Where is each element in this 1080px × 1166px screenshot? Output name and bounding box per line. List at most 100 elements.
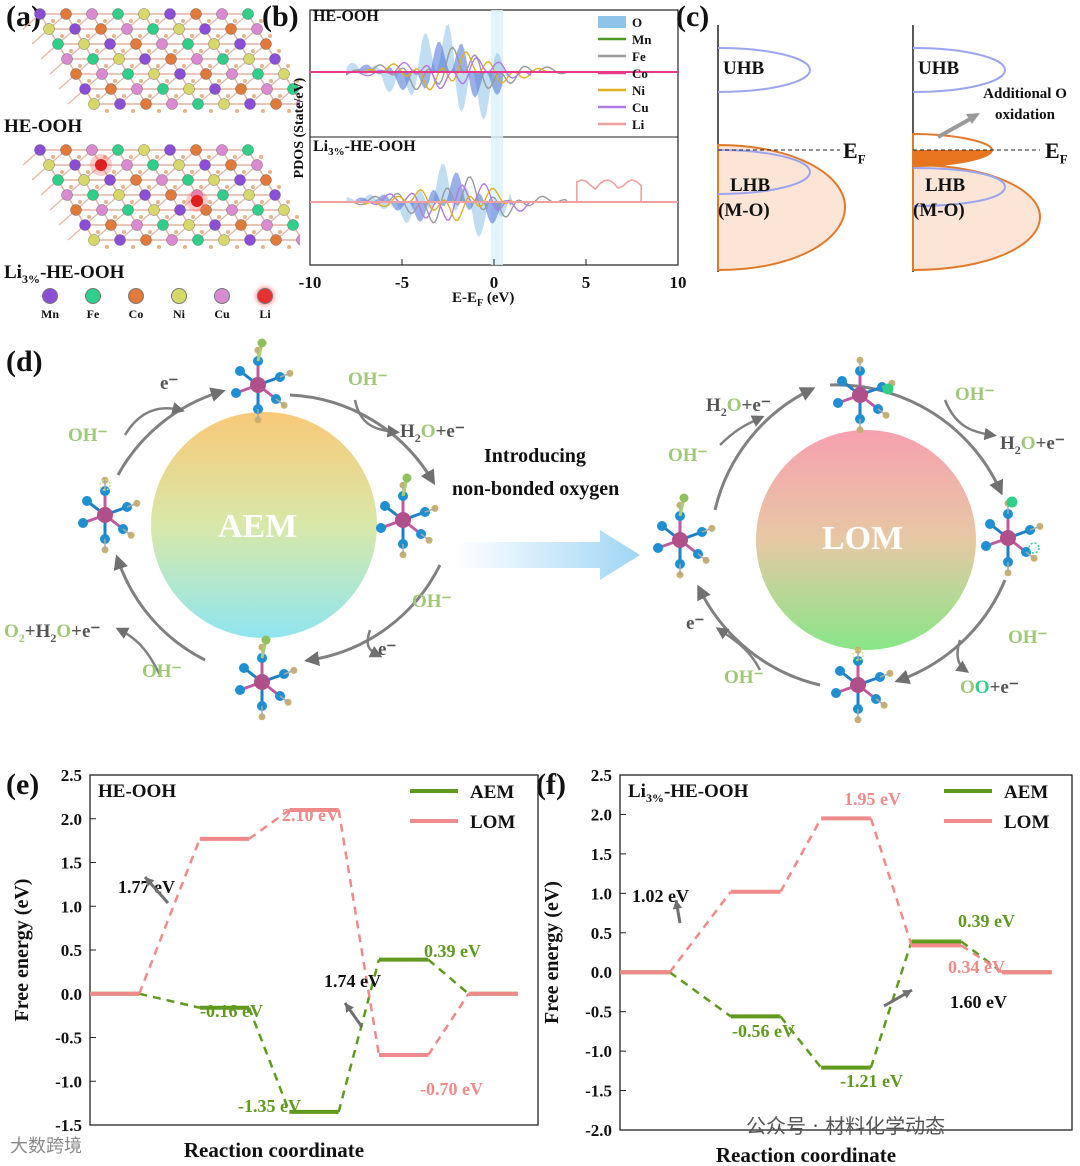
energy-annotation: 1.60 eV — [950, 992, 1007, 1012]
energy-ytick: 0.0 — [591, 963, 612, 982]
atom — [243, 53, 255, 65]
fermi-band — [491, 10, 503, 265]
lom-oh-left: OH⁻ — [668, 445, 708, 466]
atom — [261, 83, 273, 95]
atom — [252, 68, 264, 80]
atom — [244, 98, 256, 110]
legend-dot — [171, 288, 187, 304]
series-lom — [90, 808, 518, 1057]
atom — [113, 53, 125, 65]
atom — [69, 23, 81, 35]
lhb-label-left: LHB — [730, 175, 771, 196]
atom — [147, 159, 159, 171]
energy-ytick: -1.5 — [55, 1116, 82, 1135]
pdos-legend-mn: Mn — [632, 32, 652, 47]
he-ooh-lattice — [22, 8, 300, 113]
pdos-xtick: 5 — [582, 273, 591, 292]
atom — [112, 8, 124, 20]
atom — [225, 159, 237, 171]
energy-annotation: 2.10 eV — [282, 805, 339, 825]
legend-dot — [214, 288, 230, 304]
atom — [121, 159, 133, 171]
aem-o2-products: O2+H2O+e⁻ — [4, 621, 101, 645]
atom — [139, 53, 151, 65]
atom — [199, 23, 211, 35]
atom — [78, 38, 90, 50]
mechanism-diagram — [78, 338, 1044, 724]
legend-aem: AEM — [1004, 782, 1048, 803]
atom — [208, 38, 220, 50]
octahedral-molecule — [981, 496, 1044, 577]
energy-ytick: 0.5 — [61, 941, 82, 960]
energy-ytick: -1.0 — [585, 1042, 612, 1061]
aem-h2o-e: H2O+e⁻ — [400, 421, 465, 445]
oxidation-arrow — [937, 116, 973, 139]
atom — [199, 159, 211, 171]
atom — [69, 159, 81, 171]
legend-lom: LOM — [1004, 812, 1049, 833]
atom — [260, 174, 272, 186]
energy-connector — [138, 838, 201, 995]
atom — [191, 53, 203, 65]
legend-text: Mn — [41, 307, 59, 321]
uhb-label-left: UHB — [723, 58, 765, 79]
atom — [287, 219, 299, 231]
atom — [192, 98, 204, 110]
atom — [95, 23, 107, 35]
atom — [217, 53, 229, 65]
crystal-structure-figure — [22, 8, 300, 249]
energy-annotation: 1.74 eV — [324, 971, 381, 991]
atom — [104, 38, 116, 50]
energy-annotation: 0.39 eV — [958, 911, 1015, 931]
energy-ytick: -2.0 — [585, 1121, 612, 1140]
energy-annotation: 0.34 eV — [948, 957, 1005, 977]
lom-e-left: e⁻ — [686, 613, 705, 634]
atom — [88, 234, 100, 246]
atom — [251, 23, 263, 35]
atom — [164, 8, 176, 20]
atom — [242, 144, 254, 156]
lom-h2o-e-right: H2O+e⁻ — [1000, 433, 1065, 457]
atom — [182, 38, 194, 50]
mo-label-right: (M-O) — [913, 200, 965, 221]
legend-li: Li — [245, 288, 285, 322]
atom — [139, 189, 151, 201]
atom — [78, 174, 90, 186]
arrow-text-line2: non-bonded oxygen — [452, 478, 620, 500]
energy-ytick: -0.5 — [55, 1029, 82, 1048]
energy-annotation: 1.02 eV — [632, 886, 689, 906]
legend-dot — [128, 288, 144, 304]
transition-arrow — [455, 530, 640, 580]
energy-xlabel: Reaction coordinate — [716, 1143, 896, 1166]
atom — [209, 219, 221, 231]
atom — [217, 189, 229, 201]
energy-ytick: 0.0 — [61, 985, 82, 1004]
legend-lom: LOM — [470, 812, 515, 833]
atom — [235, 219, 247, 231]
atom — [79, 219, 91, 231]
pdos-top-curves — [310, 24, 678, 120]
aem-label: AEM — [218, 508, 298, 545]
atom — [209, 83, 221, 95]
atom — [130, 38, 142, 50]
atom — [261, 219, 273, 231]
arrow-text-line1: Introducing — [484, 445, 586, 467]
atom — [216, 144, 228, 156]
atom — [140, 98, 152, 110]
atom — [148, 204, 160, 216]
atom — [226, 68, 238, 80]
pdos-legend-co: Co — [632, 66, 648, 81]
ef-label-right: EF — [1045, 138, 1068, 167]
atom — [34, 144, 46, 156]
atom — [166, 234, 178, 246]
li-he-ooh-lattice — [22, 144, 300, 249]
pdos-xtick: 10 — [670, 273, 687, 292]
pdos-legend-ni: Ni — [632, 83, 645, 98]
atom — [270, 234, 282, 246]
atom — [96, 204, 108, 216]
lom-oo-e: OO+e⁻ — [960, 677, 1019, 698]
atom — [270, 98, 282, 110]
energy-annotation: 1.77 eV — [118, 877, 175, 897]
energy-ytick: 1.5 — [591, 845, 612, 864]
panel-f-label: (f) — [536, 768, 566, 801]
